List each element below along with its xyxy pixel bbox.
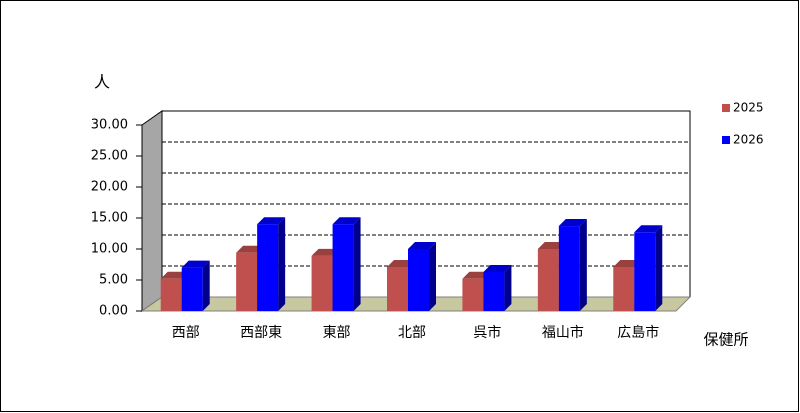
bar-top bbox=[408, 242, 436, 249]
x-axis-label: 保健所 bbox=[703, 331, 748, 349]
x-tick-label: 東部 bbox=[323, 325, 351, 341]
bar bbox=[332, 224, 354, 311]
bar-side bbox=[278, 217, 286, 311]
y-tick-label: 15.00 bbox=[91, 211, 128, 226]
bar-top bbox=[558, 219, 587, 227]
bar bbox=[613, 266, 635, 311]
bar-top bbox=[332, 217, 361, 225]
y-tick-label: 20.00 bbox=[91, 180, 128, 195]
bar-side bbox=[504, 264, 512, 311]
bar bbox=[537, 249, 559, 311]
bar-side bbox=[202, 260, 210, 311]
bar bbox=[483, 271, 505, 311]
x-tick-label: 呉市 bbox=[473, 324, 501, 341]
y-tick-label: 10.00 bbox=[91, 242, 128, 257]
x-tick-label: 福山市 bbox=[542, 324, 584, 341]
y-tick-label: 30.00 bbox=[91, 118, 128, 133]
legend-swatch bbox=[722, 104, 730, 112]
bar bbox=[408, 249, 429, 311]
y-tick-label: 25.00 bbox=[91, 149, 128, 164]
bar bbox=[387, 266, 408, 311]
x-tick-label: 広島市 bbox=[617, 324, 659, 341]
y-axis-label: 人 bbox=[94, 73, 110, 92]
bar bbox=[634, 232, 656, 311]
y-tick-label: 0.00 bbox=[99, 304, 128, 319]
y-tick-label: 5.00 bbox=[99, 273, 128, 288]
bar bbox=[257, 224, 279, 311]
legend-label: 2026 bbox=[733, 133, 764, 147]
bar-top bbox=[634, 225, 663, 233]
bar-side bbox=[429, 242, 436, 311]
bar-top bbox=[483, 264, 512, 272]
legend-swatch bbox=[722, 136, 730, 144]
x-tick-label: 西部 bbox=[172, 325, 200, 341]
bar bbox=[462, 278, 484, 311]
bar bbox=[558, 226, 580, 311]
bar-top bbox=[257, 217, 286, 225]
bar-top bbox=[181, 260, 210, 268]
x-tick-label: 北部 bbox=[398, 325, 426, 341]
legend-label: 2025 bbox=[733, 101, 764, 115]
bar bbox=[236, 252, 258, 311]
side-wall bbox=[141, 110, 163, 312]
bar bbox=[160, 278, 182, 311]
x-tick-label: 西部東 bbox=[240, 325, 282, 341]
bar-side bbox=[579, 219, 587, 311]
bar bbox=[181, 267, 203, 311]
bar-side bbox=[353, 217, 361, 311]
bar-side bbox=[655, 225, 663, 311]
bar bbox=[311, 255, 333, 311]
